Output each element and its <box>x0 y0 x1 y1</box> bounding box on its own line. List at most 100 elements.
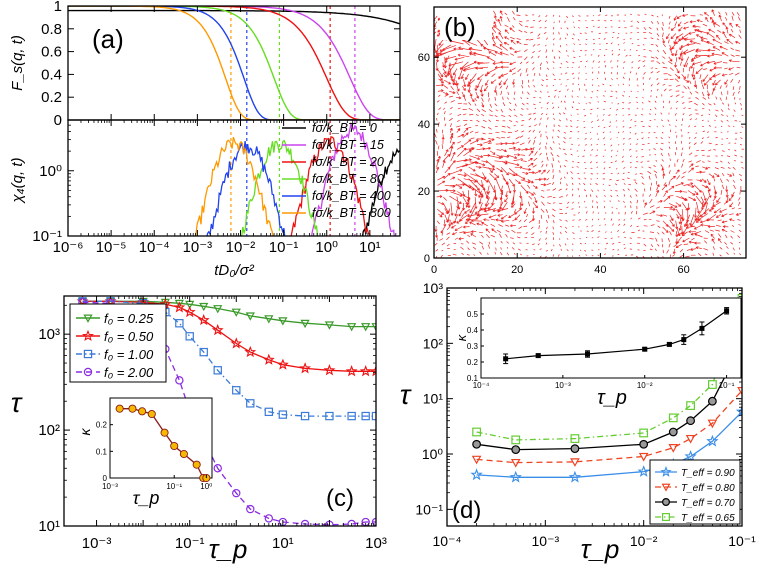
data-point <box>300 519 310 526</box>
chi4-curves <box>194 121 400 236</box>
series-line <box>68 6 400 120</box>
data-point <box>509 470 522 483</box>
inset-point <box>699 325 705 331</box>
series-line <box>68 6 400 120</box>
panel-b: 00 20 20 40 40 60 60 (b) <box>418 6 747 276</box>
x-tick-label: 10⁻³ <box>532 533 560 549</box>
data-point <box>278 410 288 419</box>
plot-frame <box>433 6 747 259</box>
inset-y-tick-label: 0 <box>103 474 108 483</box>
data-point <box>570 458 580 467</box>
inset-y-tick-label: 0.3 <box>467 342 479 351</box>
data-point <box>246 504 255 514</box>
data-point <box>660 466 672 477</box>
data-point <box>369 365 376 377</box>
series-line <box>194 136 274 236</box>
inset-y-label: κ <box>77 428 93 436</box>
data-point <box>472 439 482 449</box>
y-tick-label: 10¹ <box>423 391 444 407</box>
x-tick-label: 10⁻⁴ <box>433 533 462 549</box>
data-point <box>707 380 717 389</box>
data-point <box>686 416 695 426</box>
x-tick-label: 10⁻¹ <box>175 535 205 552</box>
data-point <box>637 465 650 477</box>
inset-point <box>128 404 137 413</box>
inset-point <box>170 441 179 451</box>
data-point <box>661 483 671 492</box>
y-axis-label: τ <box>11 387 23 418</box>
data-point <box>264 514 274 523</box>
data-point <box>232 488 241 498</box>
inset-point <box>503 356 509 362</box>
data-point <box>83 349 93 359</box>
data-point <box>244 345 257 358</box>
y-axis-label: τ <box>400 379 412 410</box>
x-tick-label: 10⁻³ <box>183 239 213 256</box>
legend-label: fσ/k_BT = 400 <box>312 189 391 203</box>
y-tick-label: 10⁻¹ <box>32 228 62 245</box>
x-tick-label: 10⁻⁵ <box>96 239 127 256</box>
y-tick-label: 0.6 <box>41 44 62 61</box>
data-point <box>174 299 184 309</box>
panel-label-bg <box>440 10 492 40</box>
y-tick-label: 0.8 <box>41 21 62 38</box>
data-point <box>324 321 335 330</box>
y-tick-label: 0 <box>54 112 62 129</box>
inset-x-tick-label: 10⁻³ <box>102 482 118 491</box>
legend-label: fσ/k_BT = 80 <box>312 172 384 186</box>
data-point <box>568 470 582 483</box>
data-point <box>323 364 336 376</box>
data-point <box>245 312 255 321</box>
inset-x-tick-label: 10⁻¹ <box>719 381 735 390</box>
legend-label: T_eff = 0.65 <box>681 513 735 524</box>
data-point <box>361 411 370 421</box>
series-line <box>206 141 286 236</box>
data-point <box>570 434 580 443</box>
plot-frame <box>63 295 377 527</box>
data-point <box>511 445 521 455</box>
inset-line <box>119 408 207 479</box>
data-point <box>199 302 209 312</box>
data-point <box>661 512 670 521</box>
x-axis-label: tD₀/σ² <box>214 262 255 279</box>
data-point <box>276 358 289 370</box>
inset-y-tick-label: 0.5 <box>467 310 479 319</box>
y-tick-label: 10¹ <box>38 518 60 535</box>
data-point <box>262 353 275 365</box>
inset-point <box>115 404 124 413</box>
data-point <box>232 386 241 395</box>
inset-point <box>724 308 730 314</box>
y-tick-label: 10³ <box>423 280 444 296</box>
series-line <box>68 6 400 120</box>
data-point <box>706 434 719 447</box>
inset-x-label: τ_p <box>133 488 160 508</box>
data-point <box>639 428 649 438</box>
inset-y-tick-label: 0.2 <box>96 421 108 430</box>
data-point <box>347 323 357 332</box>
y-tick-label: 10³ <box>38 326 60 343</box>
data-point <box>231 308 241 317</box>
y-tick-label: 0.2 <box>41 89 62 106</box>
inset-frame <box>480 297 742 379</box>
y-axis-label: χ₄(q, t) <box>9 157 26 204</box>
data-point <box>300 319 310 329</box>
data-point <box>347 411 356 421</box>
x-tick-label: 10¹ <box>272 535 294 552</box>
data-point <box>638 452 649 462</box>
x-tick-label: 20 <box>511 264 523 276</box>
legend-label: fσ/k_BT = 20 <box>312 155 384 169</box>
inset-x-tick-label: 10⁻² <box>637 381 653 390</box>
inset-y-tick-label: 0.1 <box>96 447 108 456</box>
inset-point <box>681 337 687 343</box>
y-tick-label: 1 <box>54 0 62 15</box>
data-point <box>197 313 210 326</box>
series-line <box>241 139 319 236</box>
data-point <box>735 405 742 418</box>
data-point <box>185 332 194 341</box>
data-point <box>471 455 482 465</box>
data-point <box>83 367 93 377</box>
legend-label: T_eff = 0.90 <box>681 468 735 479</box>
y-tick-label: 10⁻¹ <box>415 501 443 517</box>
x-tick-label: 10¹ <box>359 239 381 256</box>
series-line <box>82 300 376 328</box>
